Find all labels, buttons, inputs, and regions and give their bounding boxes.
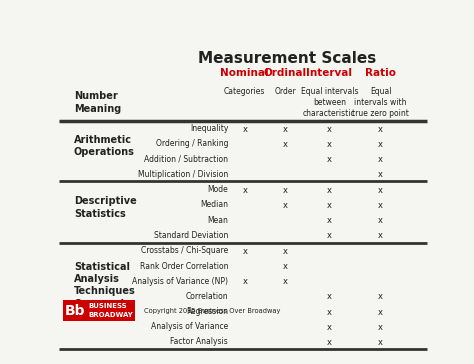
Bar [63, 300, 135, 321]
Text: Equal intervals
between
characteristic: Equal intervals between characteristic [301, 87, 358, 118]
Text: Nominal: Nominal [220, 67, 269, 78]
Text: Rank Order Correlation: Rank Order Correlation [140, 262, 228, 270]
Text: x: x [378, 125, 383, 134]
Text: Mean: Mean [207, 215, 228, 225]
Text: Order: Order [274, 87, 296, 96]
Text: x: x [378, 292, 383, 301]
Text: x: x [378, 140, 383, 149]
Text: x: x [327, 140, 332, 149]
Text: Factor Analysis: Factor Analysis [171, 337, 228, 346]
Text: Analysis of Variance: Analysis of Variance [151, 322, 228, 331]
Text: x: x [327, 292, 332, 301]
Text: Ratio: Ratio [365, 67, 396, 78]
Text: x: x [327, 125, 332, 134]
Text: Descriptive
Statistics: Descriptive Statistics [74, 196, 137, 219]
Text: x: x [378, 323, 383, 332]
Text: Regression: Regression [186, 307, 228, 316]
Text: x: x [327, 186, 332, 195]
Text: x: x [378, 308, 383, 317]
Text: Equal
intervals with
true zero point: Equal intervals with true zero point [352, 87, 409, 118]
Text: x: x [283, 140, 288, 149]
Text: x: x [378, 170, 383, 179]
Text: x: x [327, 338, 332, 347]
Text: x: x [378, 338, 383, 347]
Text: BUSINESS: BUSINESS [88, 303, 127, 309]
Text: Crosstabs / Chi-Square: Crosstabs / Chi-Square [141, 246, 228, 256]
Text: x: x [327, 201, 332, 210]
Text: Interval: Interval [306, 67, 352, 78]
Text: x: x [283, 201, 288, 210]
Text: Median: Median [200, 201, 228, 209]
Text: x: x [242, 277, 247, 286]
Text: x: x [242, 186, 247, 195]
Text: x: x [283, 186, 288, 195]
Text: Mode: Mode [208, 185, 228, 194]
Text: Ordering / Ranking: Ordering / Ranking [156, 139, 228, 148]
Text: Correlation: Correlation [186, 292, 228, 301]
Text: Categories: Categories [224, 87, 265, 96]
Text: x: x [242, 125, 247, 134]
Text: Statistical
Analysis
Techniques
Commonly
Used: Statistical Analysis Techniques Commonly… [74, 261, 136, 321]
Text: Ordinal: Ordinal [264, 67, 307, 78]
Text: x: x [327, 216, 332, 225]
Text: Multiplication / Division: Multiplication / Division [138, 170, 228, 178]
Text: x: x [327, 155, 332, 164]
Text: Standard Deviation: Standard Deviation [154, 231, 228, 240]
Text: Arithmetic
Operations: Arithmetic Operations [74, 135, 135, 158]
Text: x: x [242, 247, 247, 256]
Text: Number
Meaning: Number Meaning [74, 91, 121, 114]
Text: x: x [283, 262, 288, 271]
Text: x: x [378, 155, 383, 164]
Text: x: x [327, 323, 332, 332]
Text: x: x [283, 125, 288, 134]
Text: x: x [378, 201, 383, 210]
Text: x: x [327, 231, 332, 240]
Text: Addition / Subtraction: Addition / Subtraction [144, 154, 228, 163]
Text: Measurement Scales: Measurement Scales [198, 51, 376, 66]
Text: x: x [283, 277, 288, 286]
Text: BROADWAY: BROADWAY [88, 312, 133, 318]
Text: x: x [378, 186, 383, 195]
Text: x: x [283, 247, 288, 256]
Text: Inequality: Inequality [190, 124, 228, 133]
Text: x: x [327, 308, 332, 317]
Text: Analysis of Variance (NP): Analysis of Variance (NP) [132, 277, 228, 286]
Text: Bb: Bb [65, 304, 85, 318]
Text: x: x [378, 216, 383, 225]
Text: Copyright 2015 Business Over Broadway: Copyright 2015 Business Over Broadway [144, 308, 280, 314]
Text: x: x [378, 231, 383, 240]
